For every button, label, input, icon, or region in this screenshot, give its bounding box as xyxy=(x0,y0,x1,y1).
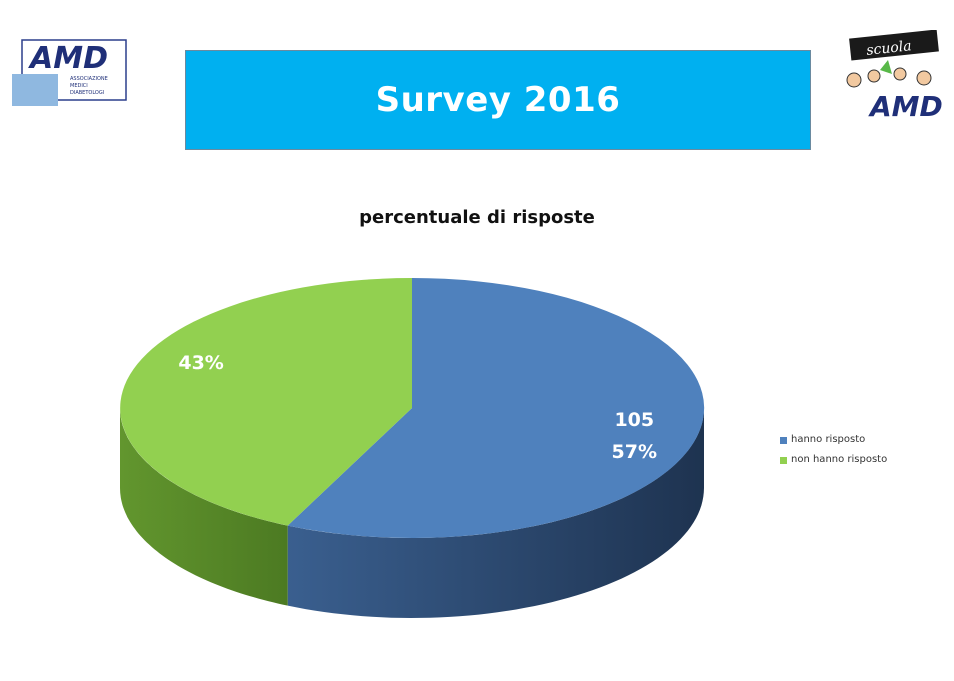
legend-item-hanno-risposto: hanno risposto xyxy=(780,430,887,450)
chart-legend: hanno risposto non hanno risposto xyxy=(780,430,887,470)
amd-logo-left: AMD ASSOCIAZIONE MEDICI DIABETOLOGI xyxy=(12,38,128,108)
legend-item-non-hanno-risposto: non hanno risposto xyxy=(780,450,887,470)
chart-title: percentuale di risposte xyxy=(359,207,595,228)
legend-swatch-green xyxy=(780,456,787,464)
pie-side-hanno-risposto xyxy=(287,408,704,618)
title-banner: Survey 2016 xyxy=(185,50,811,150)
legend-swatch-blue xyxy=(780,436,787,444)
slice-percent-label-hanno-risposto: 57% xyxy=(612,441,657,463)
legend-label-hanno-risposto: hanno risposto xyxy=(791,434,866,445)
amd-logo-subtext-1: ASSOCIAZIONE xyxy=(70,76,108,82)
pie-slice-non-hanno-risposto xyxy=(120,278,412,526)
slice-count-label-hanno-risposto: 105 xyxy=(614,409,654,431)
scuola-text: scuola xyxy=(866,38,913,59)
pie-side-non-hanno-risposto xyxy=(120,408,288,606)
amd-logo-left-text: AMD xyxy=(28,41,108,76)
amd-logo-subtext-3: DIABETOLOGI xyxy=(70,90,104,96)
amd-logo-subtext-2: MEDICI xyxy=(70,83,88,89)
legend-label-non-hanno-risposto: non hanno risposto xyxy=(791,454,888,465)
scuola-amd-logo: scuola AMD xyxy=(840,29,944,123)
pie-slice-hanno-risposto xyxy=(287,278,705,538)
banner-title: Survey 2016 xyxy=(375,80,621,120)
scuola-amd-logo-text: AMD xyxy=(868,90,943,122)
slice-percent-label-non-hanno-risposto: 43% xyxy=(178,352,223,374)
